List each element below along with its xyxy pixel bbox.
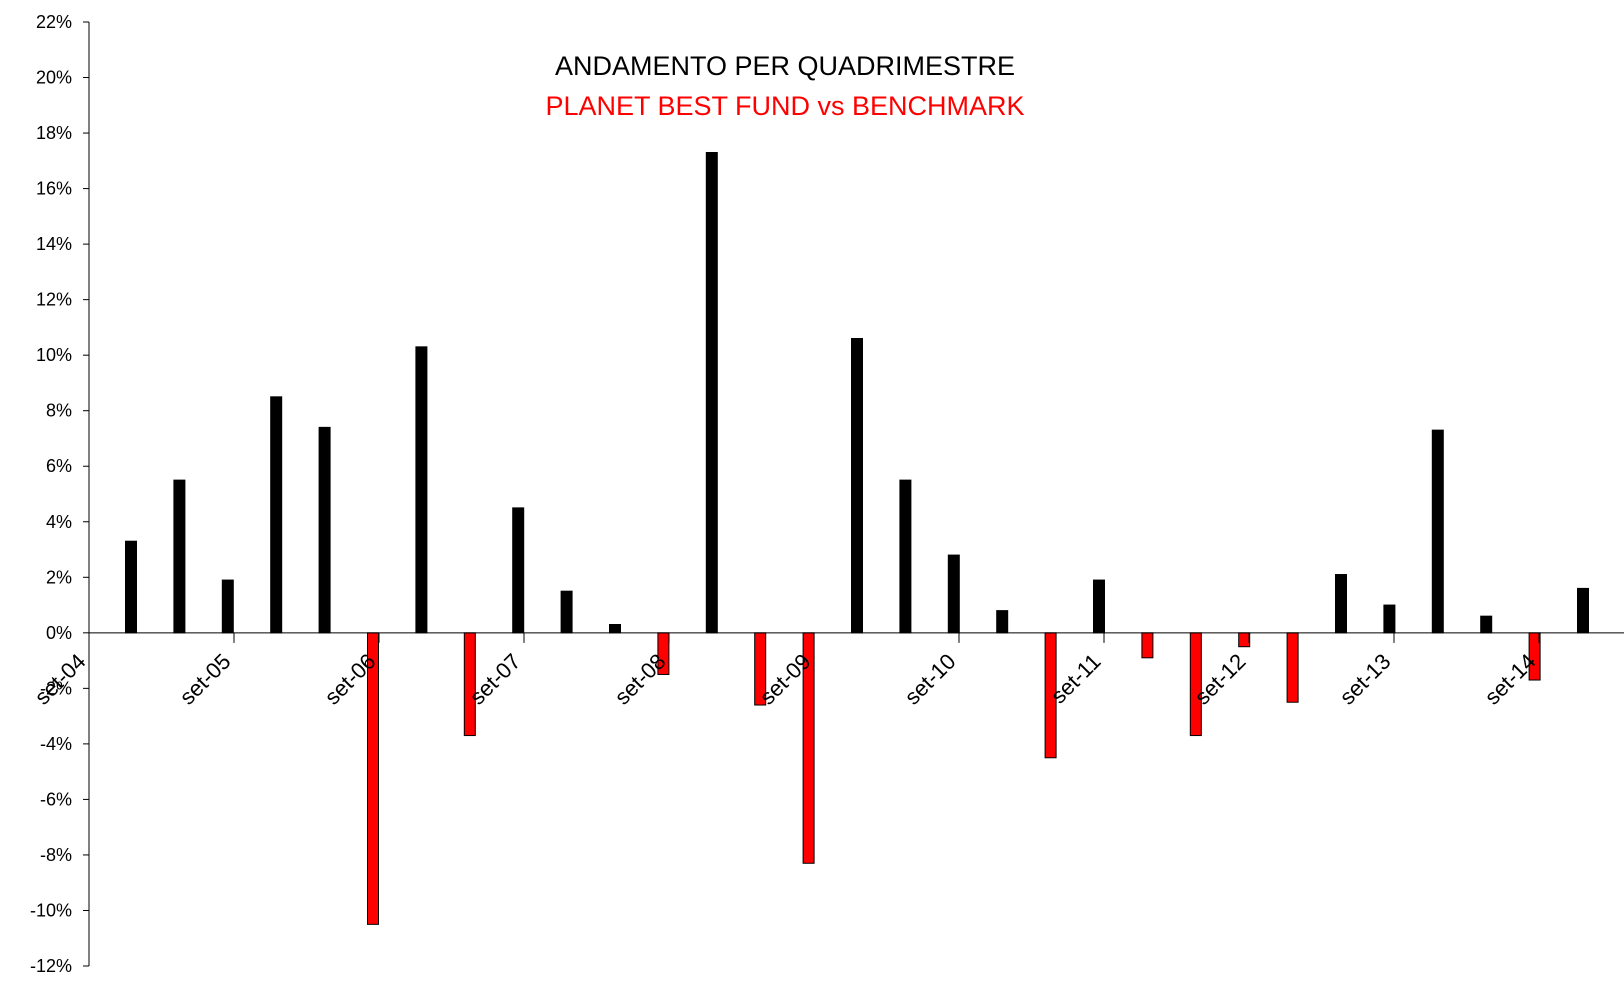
bar [125,540,137,634]
y-tick-label: 4% [46,512,72,532]
chart-title: ANDAMENTO PER QUADRIMESTRE [555,51,1015,81]
bar [1238,632,1251,648]
y-tick-label: 20% [36,68,72,88]
y-tick-label: 12% [36,290,72,310]
y-axis: -12% -10% -8% -6% -4% -2% 0% 2% 4% 6% 8% 10% 12% 14% 1… [30,12,90,976]
x-tick-label: set-08 [610,649,671,710]
y-tick-label: -8% [40,845,72,865]
bar [705,151,718,634]
bar [173,479,186,634]
y-tick-label: -2% [40,678,72,698]
y-tick-label: 10% [36,345,72,365]
chart-subtitle: PLANET BEST FUND vs BENCHMARK [545,91,1024,121]
y-tick-label: 16% [36,179,72,199]
bar [947,554,960,634]
y-tick-label: -4% [40,734,72,754]
y-tick-label: -12% [30,956,72,976]
bar [221,579,234,634]
y-tick-label: 14% [36,234,72,254]
bar [1093,579,1105,634]
bar [1431,429,1444,634]
y-tick-label: 8% [46,401,72,421]
bar [851,338,863,634]
bar [512,507,525,634]
y-tick-label: 22% [36,12,72,32]
y-tick-label: -10% [30,900,72,920]
bar [996,610,1009,634]
bar [1335,574,1347,634]
bar [1577,587,1589,634]
y-tick-label: 6% [46,456,72,476]
x-axis: set-04 set-05 set-06 set-07 set-08 set-09 set-… [30,632,1624,710]
bar [318,426,331,634]
bar [1286,632,1299,703]
bar [560,590,573,634]
bar [1480,615,1493,634]
x-tick-label: set-04 [30,649,91,710]
x-tick-label: set-05 [175,649,236,710]
bar [270,396,283,634]
bar [415,346,428,634]
x-tick-label: set-10 [900,649,961,710]
x-tick-label: set-13 [1335,649,1396,710]
bars [125,151,1589,925]
bar [1141,632,1154,659]
y-tick-label: 0% [46,623,72,643]
title-block: ANDAMENTO PER QUADRIMESTRE PLANET BEST F… [545,51,1024,121]
bar [1383,604,1396,634]
bar [899,479,912,634]
y-tick-label: 18% [36,123,72,143]
y-tick-label: -6% [40,789,72,809]
bar [609,623,621,634]
y-tick-label: 2% [46,567,72,587]
